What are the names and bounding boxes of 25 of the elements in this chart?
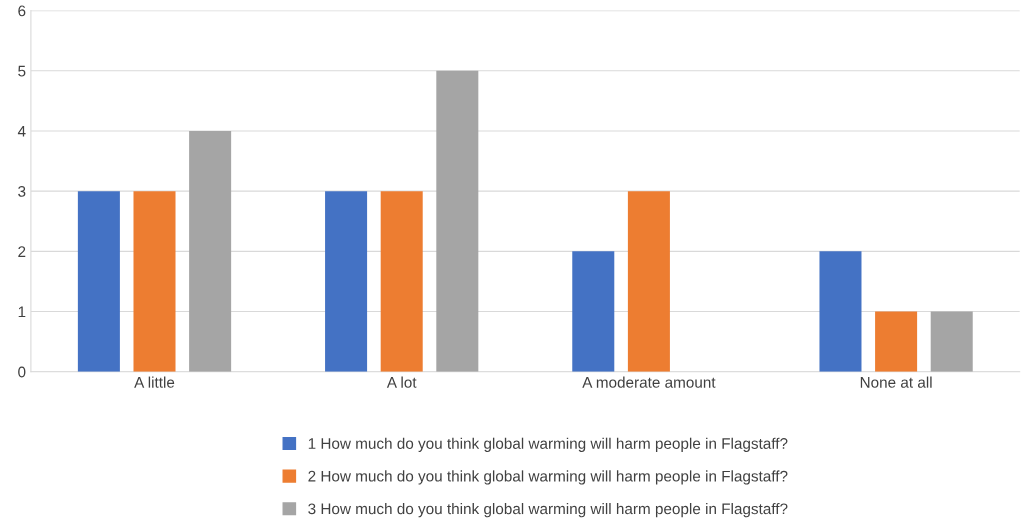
bar: [572, 251, 615, 372]
bar: [819, 251, 862, 372]
bar: [325, 191, 368, 372]
y-tick-label: 0: [18, 366, 26, 378]
legend-label: 3 How much do you think global warming will harm people in Flagstaff?: [308, 503, 788, 518]
bar: [875, 311, 918, 372]
bar: [77, 191, 120, 372]
legend-label: 1 How much do you think global warming will harm people in Flagstaff?: [308, 437, 788, 452]
y-tick-label: 1: [18, 306, 26, 318]
y-tick-label: 5: [18, 65, 26, 77]
bar: [436, 70, 479, 372]
y-tick-label: 3: [18, 186, 26, 197]
bar: [380, 191, 423, 372]
x-tick-label: A lot: [386, 376, 417, 388]
legend-label: 2 How much do you think global warming will harm people in Flagstaff?: [308, 470, 788, 485]
y-tick-label: 6: [18, 5, 26, 17]
x-tick-label: None at all: [860, 376, 932, 388]
y-tick-label: 4: [17, 126, 26, 137]
x-tick-label: A moderate amount: [582, 376, 716, 388]
bar: [930, 311, 973, 372]
bar: [133, 191, 176, 372]
x-tick-label: A little: [134, 376, 175, 388]
y-tick-label: 2: [18, 246, 26, 257]
bar: [189, 130, 232, 372]
bar: [627, 191, 670, 372]
